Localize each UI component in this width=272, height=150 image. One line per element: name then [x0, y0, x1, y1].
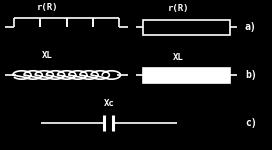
Text: r(R): r(R): [37, 3, 58, 12]
Text: Xc: Xc: [103, 99, 114, 108]
Text: c): c): [245, 118, 256, 128]
Text: XL: XL: [173, 52, 184, 62]
Bar: [143, 68, 230, 82]
Text: b): b): [245, 70, 256, 80]
Text: a): a): [245, 22, 256, 32]
Bar: [143, 20, 230, 34]
Text: XL: XL: [42, 51, 53, 60]
Text: r(R): r(R): [167, 4, 189, 14]
